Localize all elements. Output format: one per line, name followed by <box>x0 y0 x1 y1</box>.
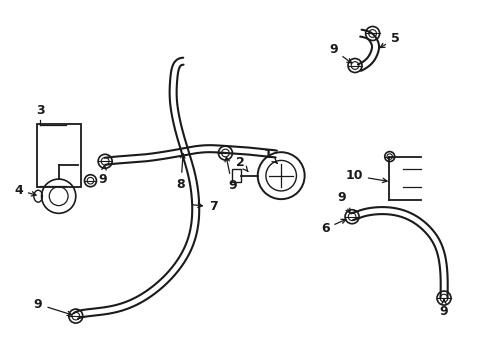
Text: 5: 5 <box>379 32 399 48</box>
Text: 10: 10 <box>345 169 386 183</box>
Text: 8: 8 <box>176 154 185 191</box>
Text: 9: 9 <box>439 299 447 318</box>
Text: 9: 9 <box>328 43 351 63</box>
Text: 3: 3 <box>36 104 44 117</box>
Text: 9: 9 <box>336 191 349 213</box>
Text: 6: 6 <box>320 219 345 235</box>
Text: 4: 4 <box>14 184 36 197</box>
Text: 1: 1 <box>263 148 277 163</box>
Text: 9: 9 <box>98 165 107 186</box>
Text: 2: 2 <box>236 156 247 171</box>
Text: 9: 9 <box>34 298 72 316</box>
Text: 9: 9 <box>224 157 236 192</box>
Text: 7: 7 <box>192 201 218 213</box>
